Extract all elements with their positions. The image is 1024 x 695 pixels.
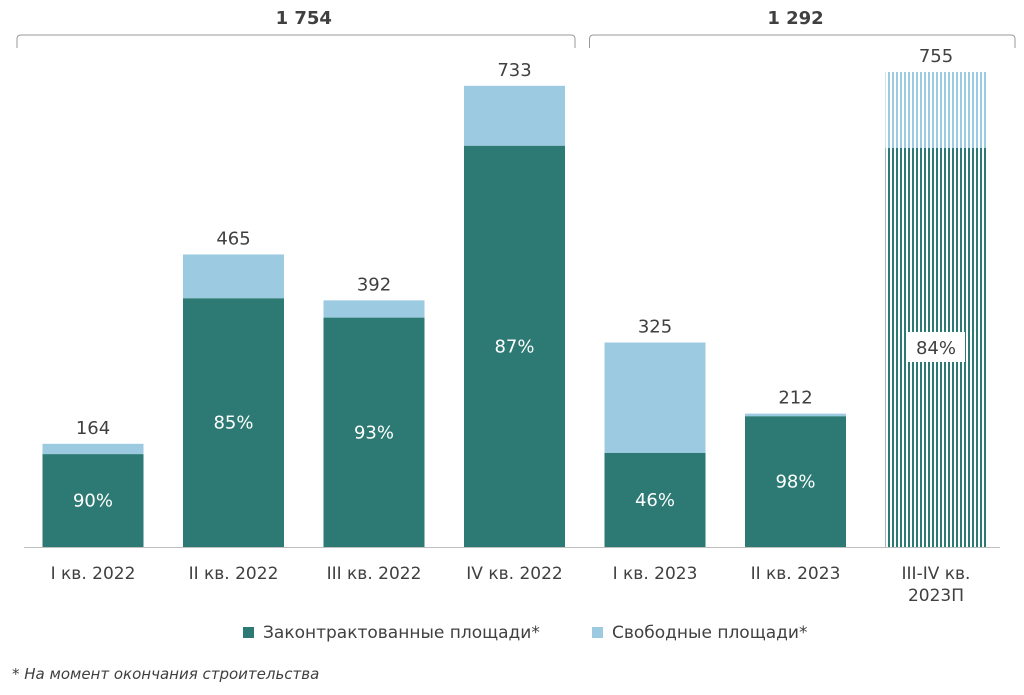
x-tick-label: II кв. 2022 [189,564,279,584]
bar-contracted-segment [745,416,846,547]
bar-contracted-segment [183,298,284,547]
bar-total-label: 325 [638,317,672,338]
group-bracket [16,34,576,48]
bar-total-label: 392 [357,274,391,295]
bar-free-segment [885,72,987,148]
bar-total-label: 755 [919,46,953,67]
x-tick-label: III-IV кв. [902,564,971,584]
bar-free-segment [42,443,144,455]
bar-free-segment [604,342,706,453]
group-total-label: 1 754 [276,8,332,29]
group-bracket [589,34,1016,48]
x-tick-label: I кв. 2022 [51,564,136,584]
bar-share-label: 46% [635,490,675,511]
group-total-label: 1 292 [767,8,823,29]
bar-share-label: 84% [916,338,956,359]
bar-total-label: 465 [216,228,250,249]
bar-share-label: 85% [213,413,253,434]
bar-contracted-segment [604,452,706,547]
x-tick-label: IV кв. 2022 [466,564,562,584]
legend-swatch [243,627,254,638]
x-tick-label: I кв. 2023 [613,564,698,584]
bar-contracted-segment [323,317,425,547]
bar-total-label: 733 [497,60,531,81]
bar-total-label: 212 [778,388,812,409]
bar-share-label: 87% [494,336,534,357]
share-label-background [907,332,965,362]
bar-free-segment [464,85,565,146]
stacked-bar-chart: 164 90% I кв. 2022 465 85% II кв. 2022 392 93% I… [16,8,1016,643]
bar-contracted-segment [464,145,565,547]
legend-swatch [592,627,603,638]
legend-label: Законтрактованные площади* [263,623,540,643]
bar-total-label: 164 [76,418,110,439]
bar-share-label: 93% [354,422,394,443]
bar-free-segment [323,300,425,318]
x-tick-label: III кв. 2022 [327,564,422,584]
bar-free-segment [183,254,284,299]
x-tick-label: 2023П [908,586,964,606]
bar-share-label: 98% [775,472,815,493]
x-tick-label: II кв. 2023 [751,564,841,584]
bar-share-label: 90% [73,491,113,512]
bar-contracted-segment [42,454,144,547]
footnote: * На момент окончания строительства [12,665,320,683]
bar-free-segment [745,413,846,417]
legend-label: Свободные площади* [612,623,807,643]
